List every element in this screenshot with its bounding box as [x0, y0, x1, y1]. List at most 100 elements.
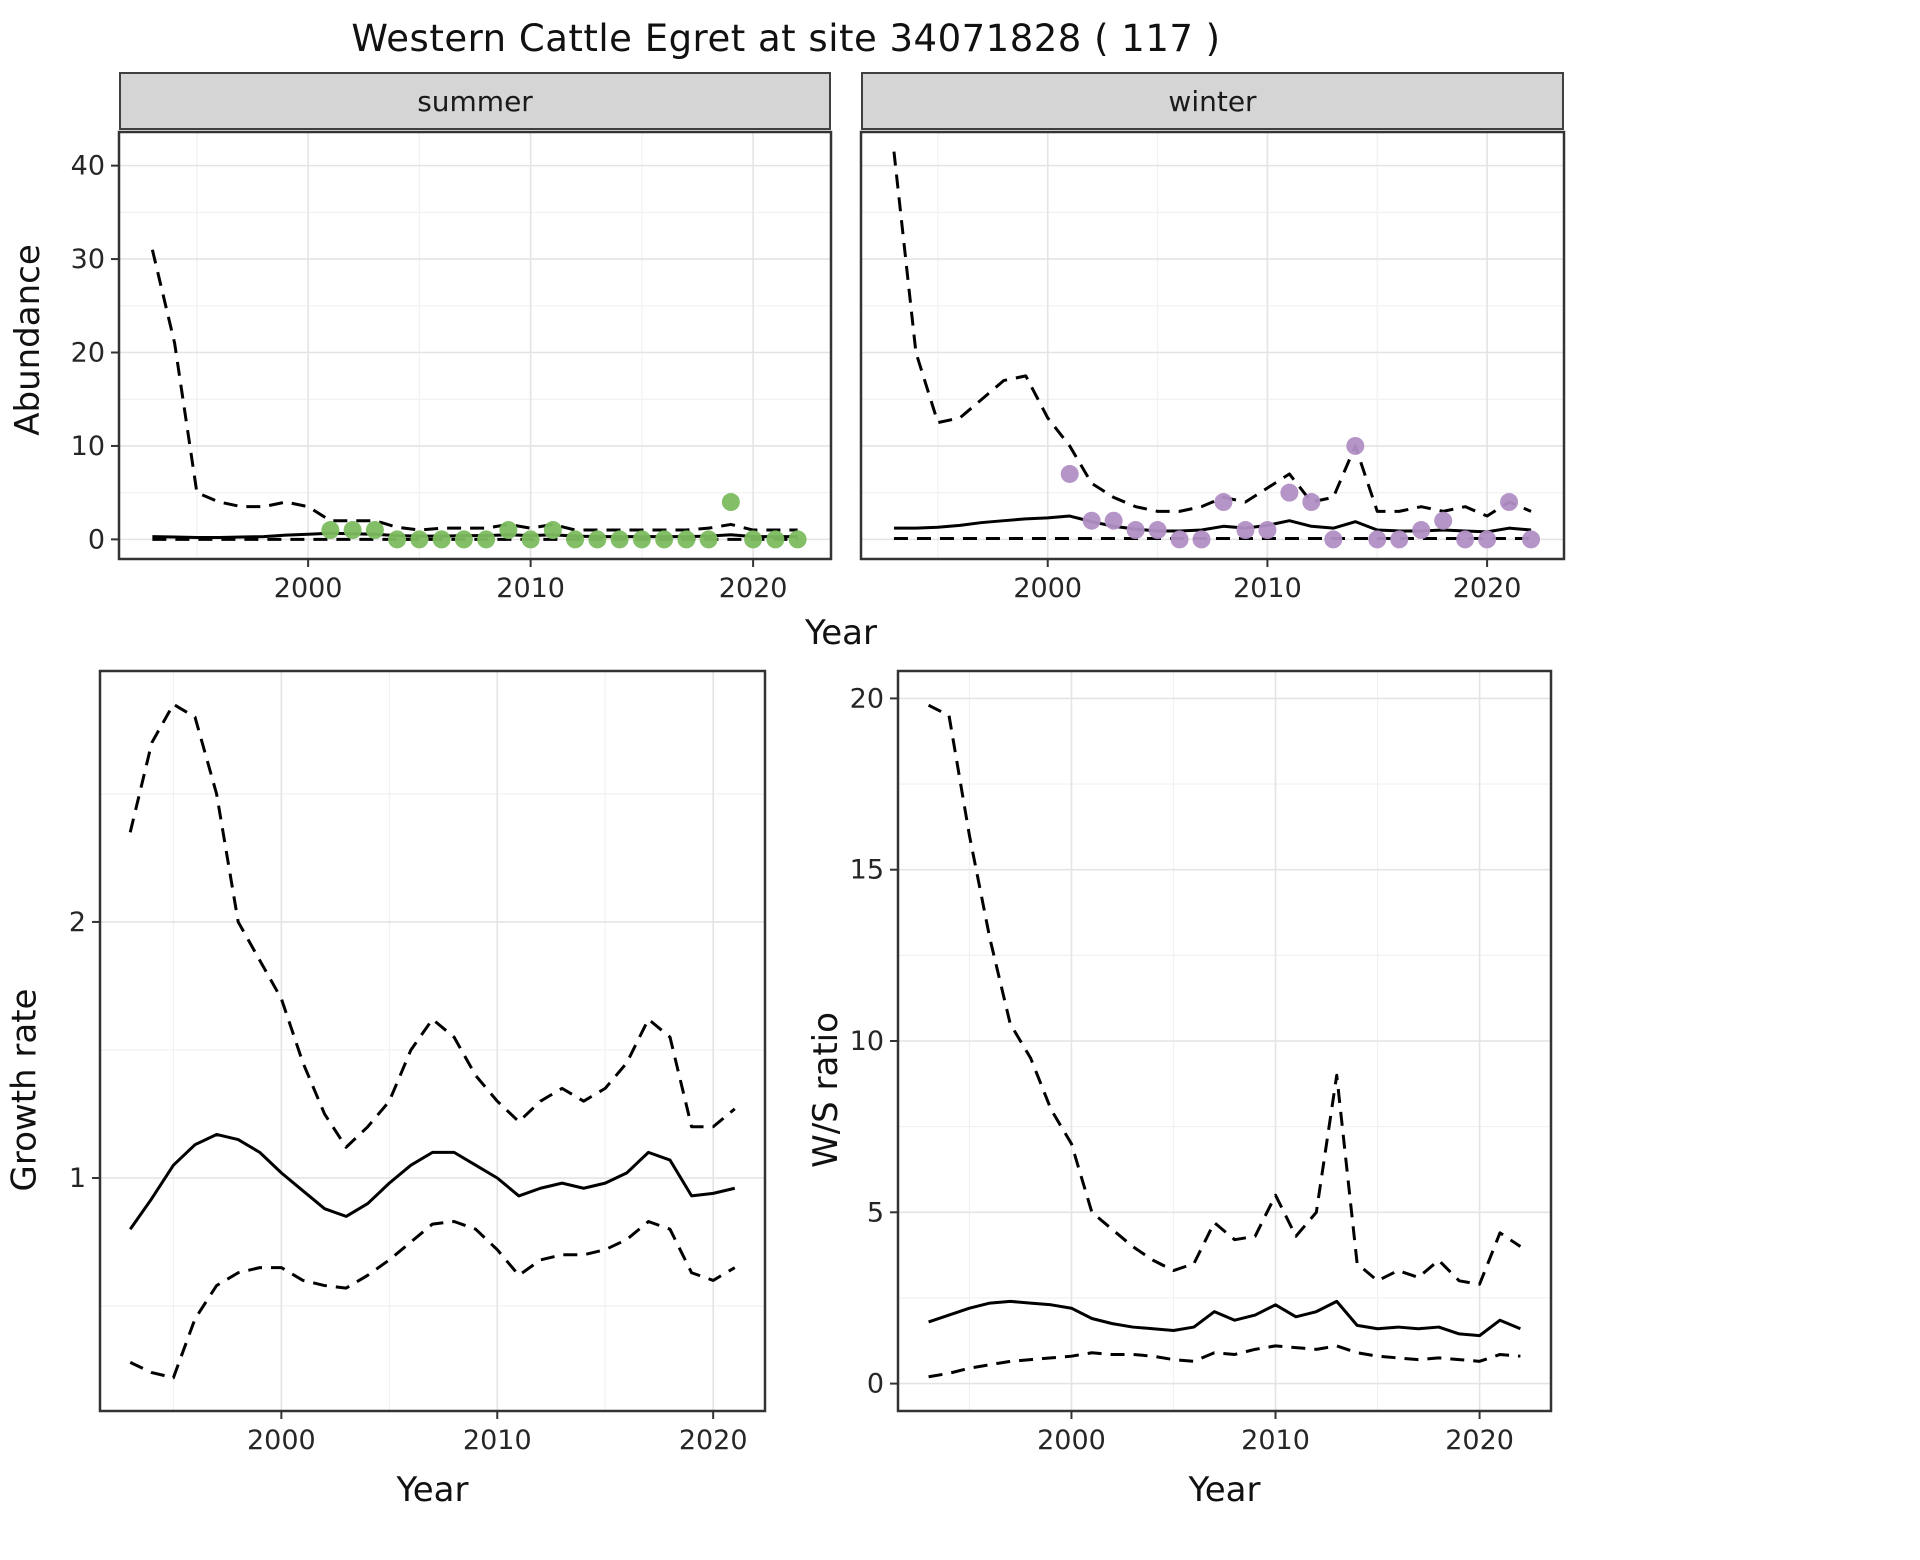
data-point — [1500, 493, 1519, 512]
x-tick-label: 2000 — [1037, 1425, 1106, 1456]
major-gridlines — [100, 671, 765, 1411]
minor-gridlines — [119, 132, 831, 559]
data-point — [1104, 511, 1123, 530]
facet-strip-winter: winter — [861, 72, 1564, 130]
data-point — [788, 530, 807, 549]
x-tick-label: 2020 — [679, 1425, 748, 1456]
x-axis: 2000 2010 2020 — [247, 1411, 748, 1456]
data-point — [499, 521, 518, 540]
y-tick-label: 20 — [850, 683, 884, 714]
abundance-winter-plot: 2000 2010 2020 — [859, 130, 1566, 604]
panel-background — [119, 132, 831, 559]
panel-border — [98, 669, 767, 1413]
x-tick-label: 2000 — [247, 1425, 316, 1456]
data-point — [744, 530, 763, 549]
series-upper-ci — [927, 703, 1522, 1286]
series-mean — [128, 1132, 736, 1231]
data-point — [1126, 521, 1145, 540]
data-point — [1060, 464, 1079, 483]
y-axis: 0 10 20 30 40 — [71, 151, 119, 555]
data-point — [766, 530, 785, 549]
data-point — [521, 530, 540, 549]
figure: Western Cattle Egret at site 34071828 ( … — [0, 17, 1572, 1515]
abundance-y-axis-title: Abundance — [8, 243, 49, 436]
abundance-row: Abundance summer 2000 2010 2020 0 10 20 30 40 w… — [0, 72, 1572, 607]
facet-summer: summer 2000 2010 2020 0 10 20 30 40 — [56, 72, 837, 607]
data-point — [321, 521, 340, 540]
y-tick-label: 10 — [71, 431, 105, 462]
data-point — [1148, 521, 1167, 540]
data-point — [410, 530, 429, 549]
data-point — [655, 530, 674, 549]
y-tick-label: 15 — [850, 855, 884, 886]
y-tick-label: 2 — [69, 907, 86, 938]
observed-counts-winter — [1060, 436, 1541, 549]
data-point — [388, 530, 407, 549]
data-point — [343, 521, 362, 540]
x-tick-label: 2010 — [1233, 573, 1302, 604]
data-point — [610, 530, 629, 549]
x-tick-label: 2020 — [1453, 573, 1522, 604]
ws-ratio-subfigure: W/S ratio 2000 2010 2020 0 5 10 15 20 Year — [803, 665, 1559, 1515]
y-tick-label: 20 — [71, 338, 105, 369]
ws-ratio-y-axis-title: W/S ratio — [806, 1012, 847, 1168]
data-point — [1082, 511, 1101, 530]
panel-border — [117, 130, 833, 561]
data-point — [1302, 493, 1321, 512]
panel-background — [100, 671, 765, 1411]
x-axis: 2000 2010 2020 — [274, 559, 788, 604]
growth-rate-subfigure: Growth rate 2000 2010 2020 1 2 Year — [0, 665, 773, 1515]
data-point — [543, 521, 562, 540]
abundance-summer-plot: 2000 2010 2020 0 10 20 30 40 — [71, 130, 833, 604]
data-point — [1390, 530, 1409, 549]
x-tick-label: 2000 — [1013, 573, 1082, 604]
data-point — [1346, 436, 1365, 455]
x-tick-label: 2020 — [1445, 1425, 1514, 1456]
y-tick-label: 40 — [71, 151, 105, 182]
minor-gridlines — [861, 132, 1564, 559]
x-axis: 2000 2010 2020 — [1013, 559, 1521, 604]
data-point — [677, 530, 696, 549]
data-point — [632, 530, 651, 549]
series-mean — [928, 1299, 1521, 1338]
data-point — [1434, 511, 1453, 530]
data-point — [1478, 530, 1497, 549]
series-upper-ci — [892, 151, 1532, 518]
data-point — [454, 530, 473, 549]
series-lower-ci — [129, 1220, 736, 1380]
ws-ratio-y-axis-title-column: W/S ratio — [803, 665, 849, 1515]
data-point — [1412, 521, 1431, 540]
data-point — [1456, 530, 1475, 549]
series-upper-ci — [128, 702, 736, 1149]
major-gridlines — [898, 671, 1551, 1411]
growth-rate-y-axis-title: Growth rate — [4, 988, 44, 1192]
ws-ratio-plot-column: 2000 2010 2020 0 5 10 15 20 Year — [849, 665, 1559, 1515]
data-point — [432, 530, 451, 549]
y-tick-label: 30 — [71, 244, 105, 275]
data-point — [1214, 493, 1233, 512]
data-point — [1258, 521, 1277, 540]
y-tick-label: 10 — [850, 1026, 884, 1057]
data-point — [365, 521, 384, 540]
x-tick-label: 2010 — [463, 1425, 532, 1456]
x-tick-label: 2020 — [719, 573, 788, 604]
data-point — [1280, 483, 1299, 502]
ws-ratio-x-axis-title: Year — [1188, 1470, 1261, 1510]
data-point — [721, 493, 740, 512]
y-axis: 12 — [69, 907, 100, 1194]
x-tick-label: 2010 — [496, 573, 565, 604]
data-point — [588, 530, 607, 549]
observed-counts-summer — [321, 493, 807, 549]
facet-winter: winter 2000 2010 2020 — [849, 72, 1570, 607]
data-point — [1170, 530, 1189, 549]
derived-metrics-row: Growth rate 2000 2010 2020 1 2 Year W/S rati… — [0, 665, 1572, 1515]
data-point — [1324, 530, 1343, 549]
panel-background — [861, 132, 1564, 559]
data-point — [1368, 530, 1387, 549]
y-axis: 0 5 10 15 20 — [850, 683, 898, 1400]
figure-title: Western Cattle Egret at site 34071828 ( … — [351, 17, 1221, 60]
data-point — [566, 530, 585, 549]
y-tick-label: 1 — [69, 1163, 86, 1194]
data-point — [1522, 530, 1541, 549]
y-tick-label: 0 — [88, 524, 105, 555]
